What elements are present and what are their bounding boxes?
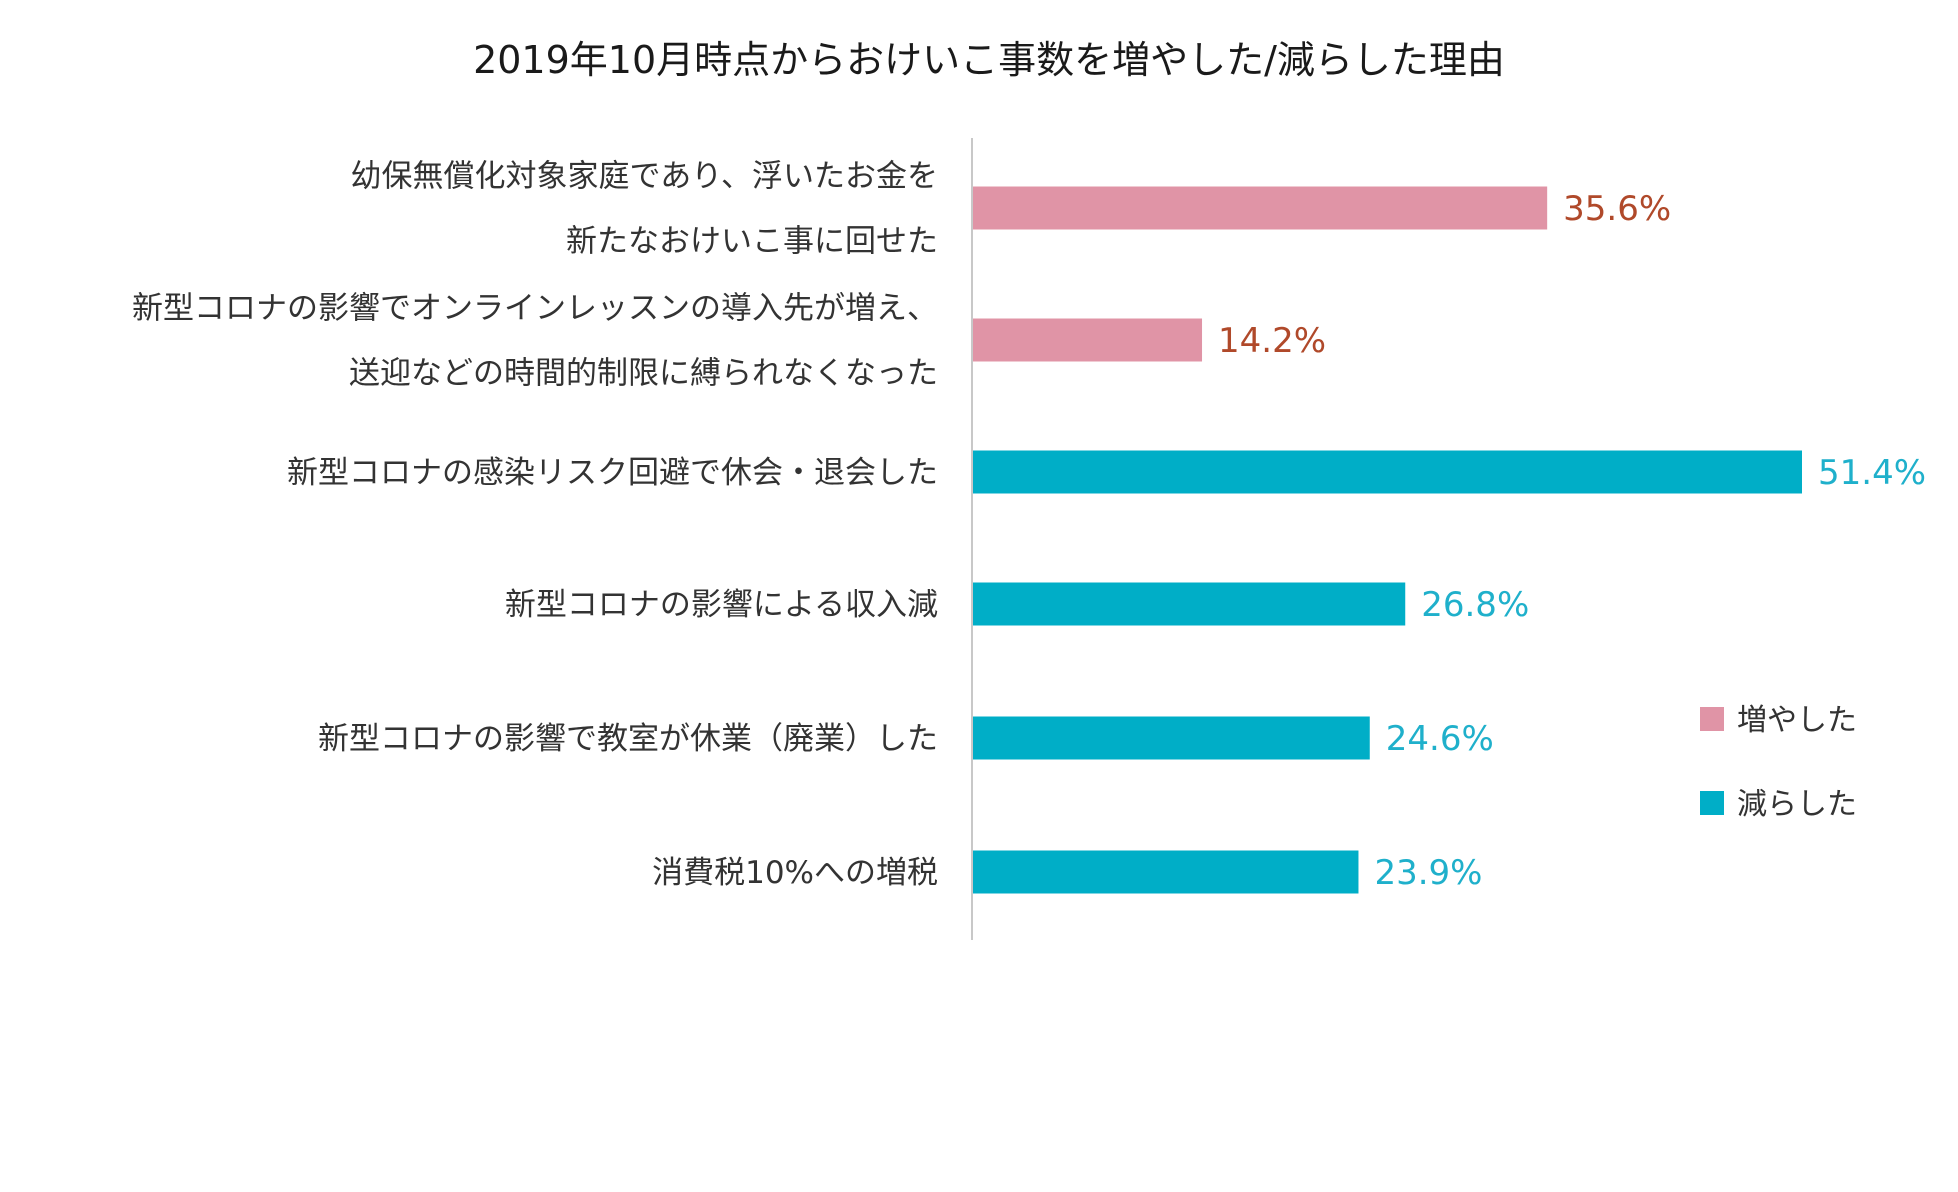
legend-swatch: [1700, 707, 1724, 731]
legend-label: 増やした: [1737, 703, 1857, 738]
data-label: 35.6%: [1563, 189, 1671, 229]
category-label: 新型コロナの影響でオンラインレッスンの導入先が増え、: [132, 291, 938, 327]
bar: [973, 318, 1203, 362]
data-label: 24.6%: [1386, 719, 1494, 759]
bar: [973, 716, 1370, 760]
bar: [973, 186, 1548, 230]
category-label: 消費税10%への増税: [652, 855, 938, 891]
category-label: 送迎などの時間的制限に縛られなくなった: [349, 356, 938, 392]
category-label: 新型コロナの影響で教室が休業（廃業）した: [318, 721, 938, 757]
bar: [973, 582, 1406, 626]
legend-swatch: [1700, 791, 1724, 815]
category-label: 新型コロナの感染リスク回避で休会・退会した: [287, 455, 938, 491]
chart-title: 2019年10月時点からおけいこ事数を増やした/減らした理由: [473, 38, 1505, 82]
data-label: 51.4%: [1818, 453, 1926, 493]
legend-label: 減らした: [1737, 787, 1857, 822]
data-label: 23.9%: [1374, 853, 1482, 893]
bar: [973, 850, 1359, 894]
category-label: 新たなおけいこ事に回せた: [566, 224, 938, 260]
bar: [973, 450, 1802, 494]
category-label: 幼保無償化対象家庭であり、浮いたお金を: [351, 159, 938, 195]
data-label: 14.2%: [1218, 321, 1326, 361]
data-label: 26.8%: [1421, 585, 1529, 625]
category-label: 新型コロナの影響による収入減: [505, 587, 938, 623]
